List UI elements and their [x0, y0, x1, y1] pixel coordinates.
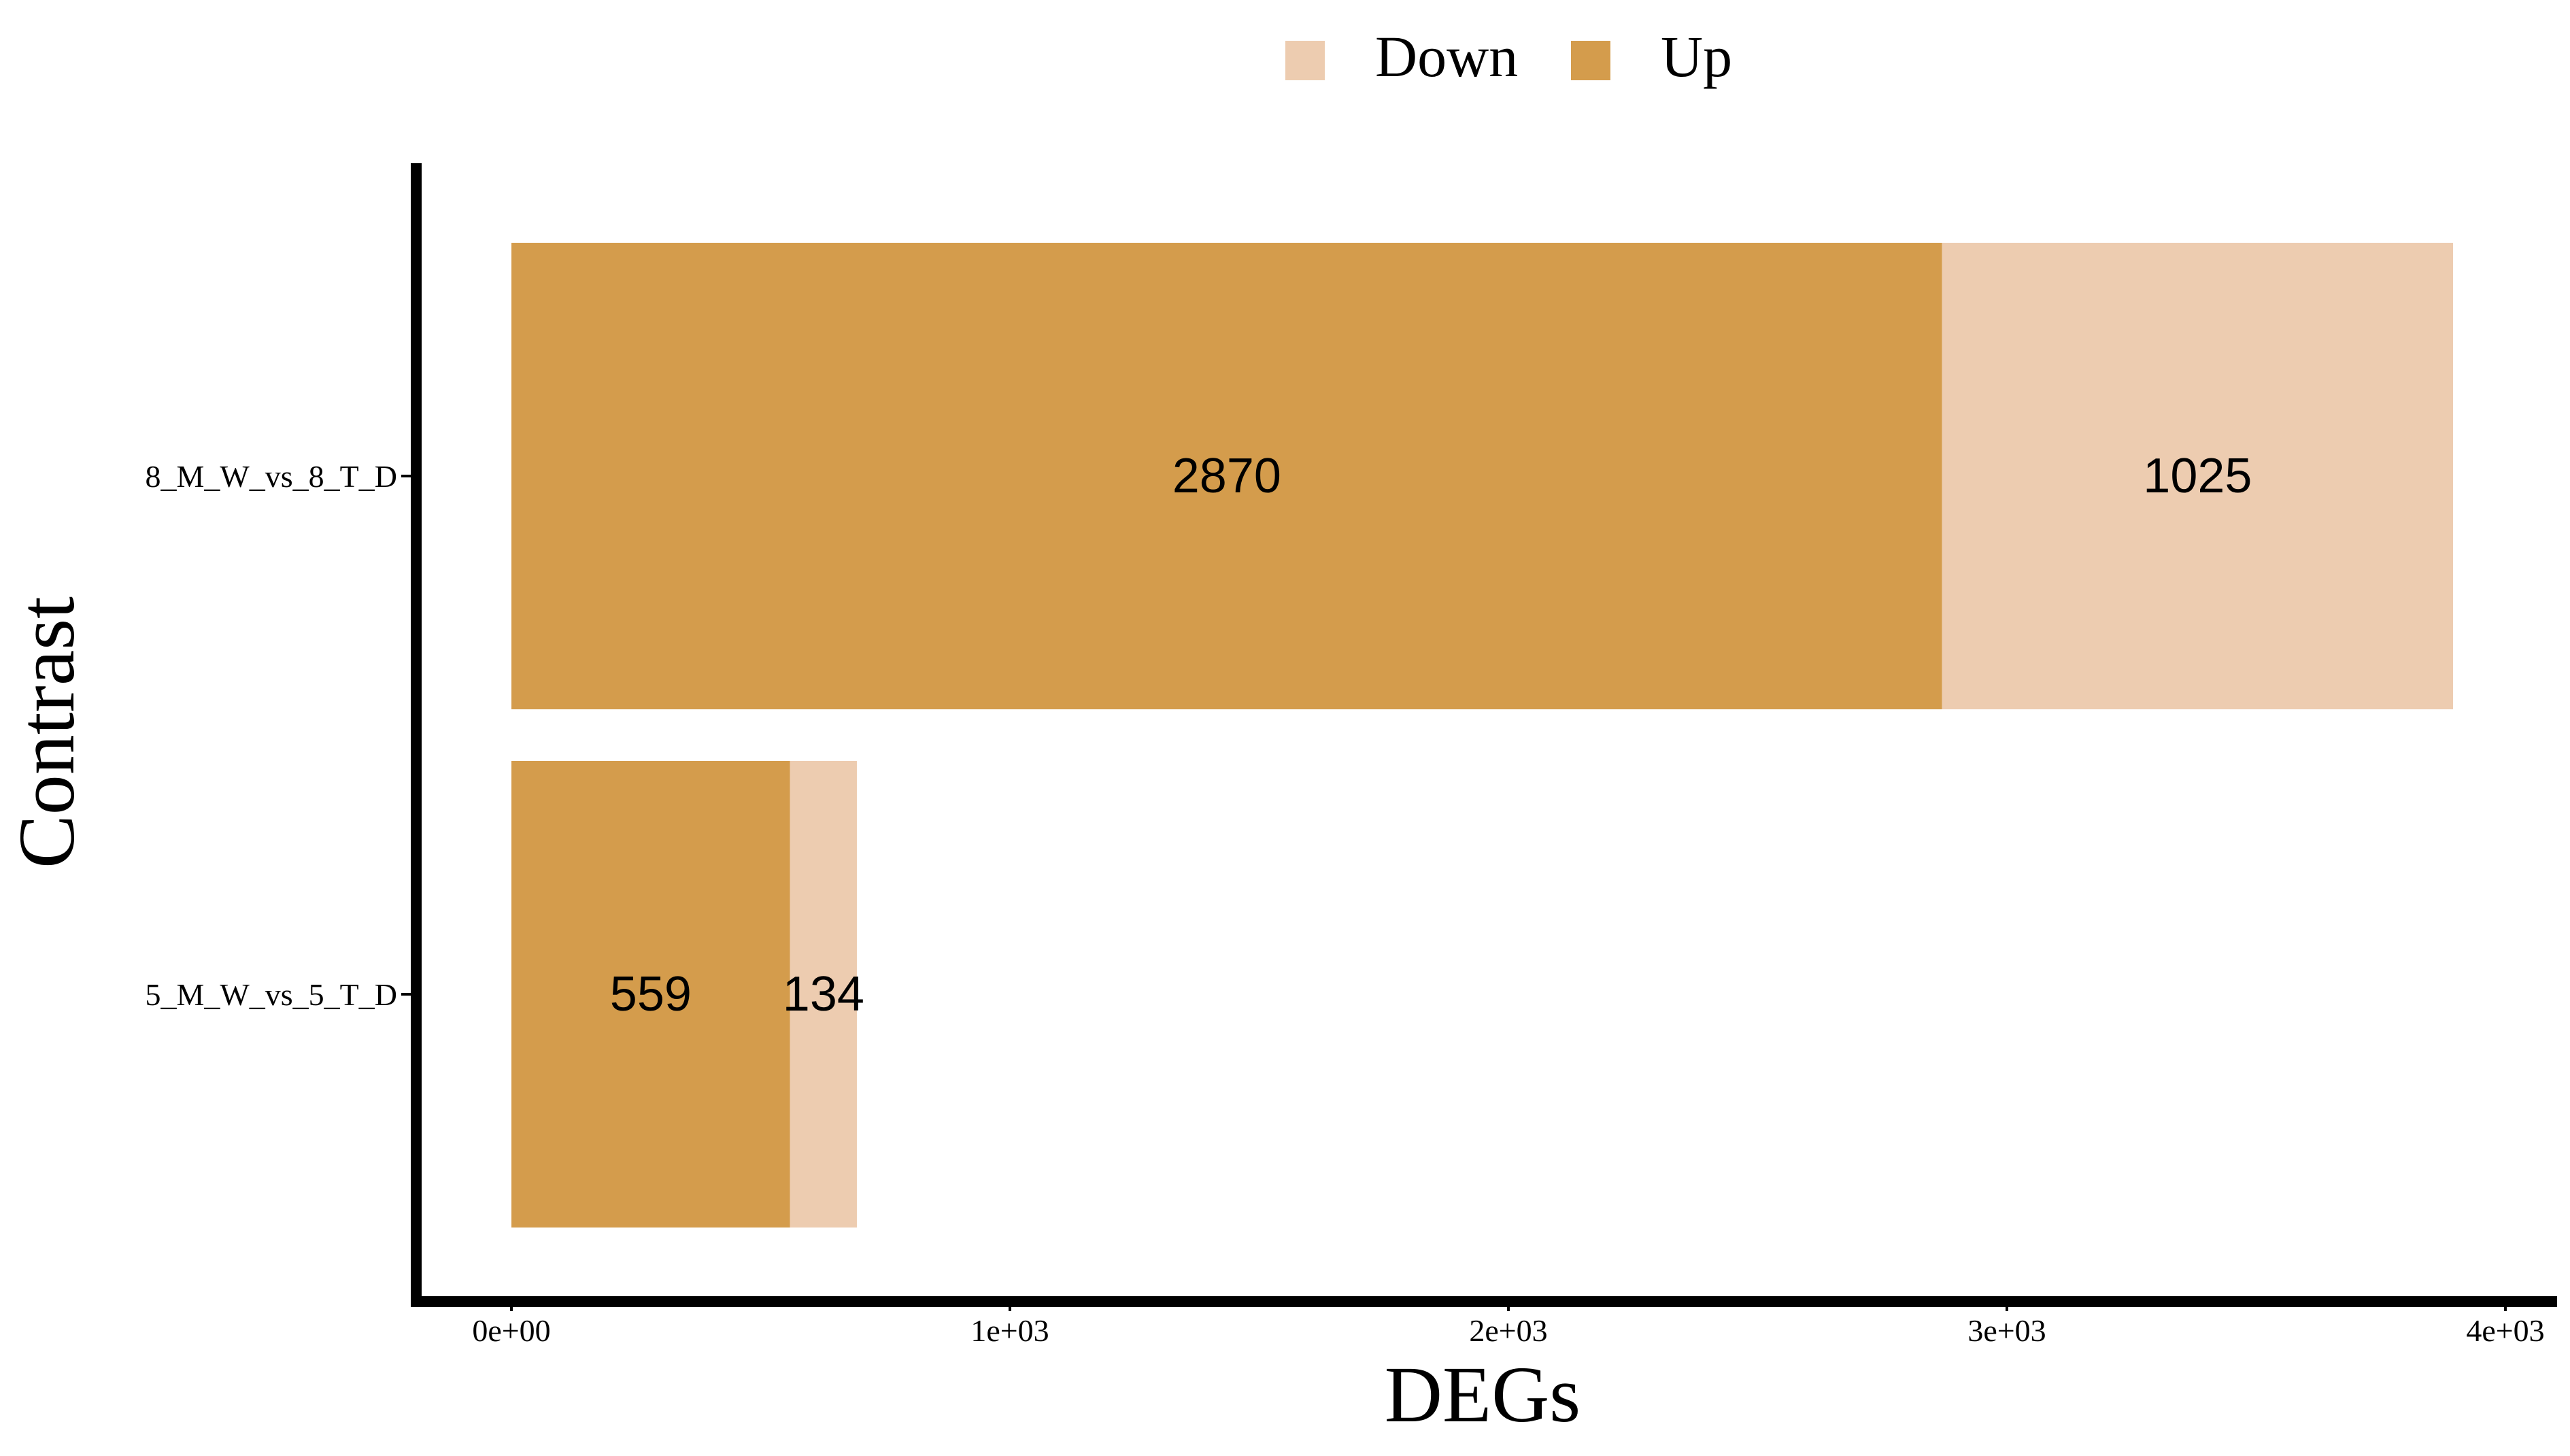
- legend-swatch-up: [1571, 41, 1610, 80]
- axes: [411, 163, 2557, 1307]
- bar-label-up-0: 559: [610, 967, 692, 1021]
- bar-labels: 559 134 2870 1025: [610, 449, 2252, 1021]
- x-tick-label: 1e+03: [970, 1313, 1049, 1348]
- y-tick-label: 5_M_W_vs_5_T_D: [145, 977, 397, 1012]
- y-ticks: 5_M_W_vs_5_T_D 8_M_W_vs_8_T_D: [145, 459, 411, 1012]
- legend-label-down: Down: [1375, 24, 1518, 89]
- bar-label-down-0: 134: [783, 967, 864, 1021]
- bars: [511, 243, 2454, 1228]
- x-ticks: 0e+00 1e+03 2e+03 3e+03 4e+03: [472, 1302, 2545, 1348]
- bar-up-0: [511, 761, 790, 1228]
- x-tick-label: 2e+03: [1469, 1313, 1547, 1348]
- x-axis-title: DEGs: [1385, 1350, 1580, 1439]
- legend-label-up: Up: [1661, 24, 1732, 89]
- legend-swatch-down: [1285, 41, 1325, 80]
- x-tick-label: 4e+03: [2466, 1313, 2544, 1348]
- bar-label-up-1: 2870: [1172, 449, 1281, 503]
- bar-down-0: [790, 761, 857, 1228]
- x-tick-label: 3e+03: [1967, 1313, 2046, 1348]
- bar-up-1: [511, 243, 1942, 709]
- legend: Down Up: [1285, 24, 1732, 89]
- bar-label-down-1: 1025: [2143, 449, 2252, 503]
- bar-down-1: [1942, 243, 2454, 709]
- y-axis-title: Contrast: [2, 596, 91, 868]
- x-tick-label: 0e+00: [472, 1313, 550, 1348]
- y-tick-label: 8_M_W_vs_8_T_D: [145, 459, 397, 494]
